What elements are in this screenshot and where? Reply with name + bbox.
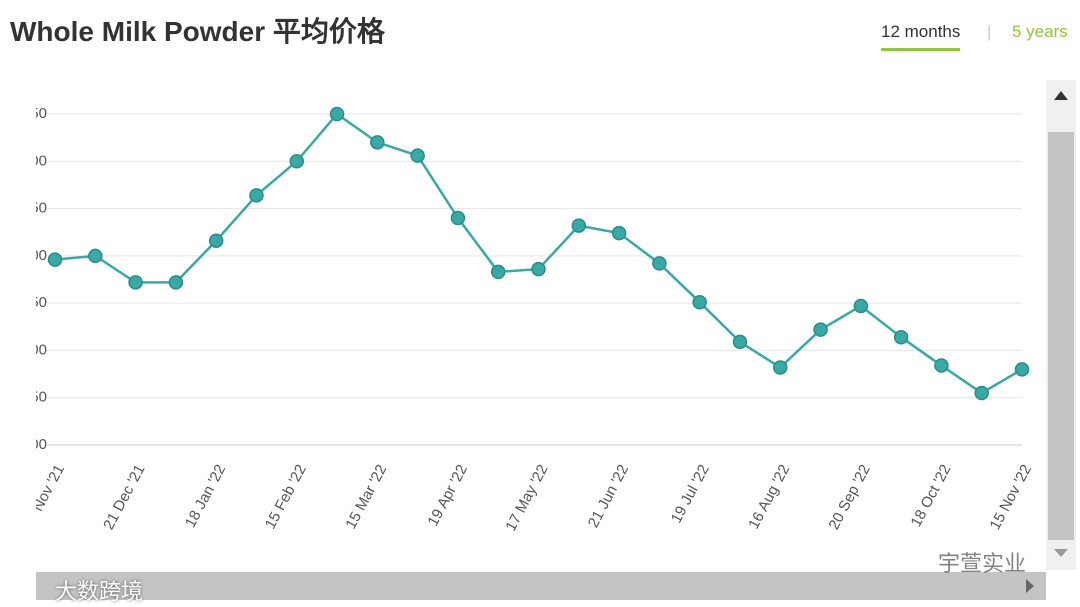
x-tick-label: 19 Apr '22 [424,462,471,529]
point [208,233,224,248]
x-tick-label: 21 Dec '21 [100,462,148,533]
point [289,154,304,169]
line [54,112,1023,395]
point [1014,362,1030,377]
x-tick-label: 15 Feb '22 [262,462,310,532]
point [410,148,425,163]
point [611,225,627,241]
x-tick-label: 19 Jul '22 [668,462,713,526]
tab[interactable]: 5 years [1012,22,1068,41]
x-tick-label: 15 Nov '22 [987,462,1035,533]
point [128,275,143,290]
y-tick-label: 4000 [14,247,47,264]
h-scrollbar[interactable] [36,572,1046,600]
x-tick-label: Nov '21 [29,462,68,514]
y-tick-label: 3750 [14,294,47,311]
scroll-down[interactable] [1054,549,1068,557]
point [370,135,385,150]
y-tick-label: 3250 [14,389,47,406]
separator: | [987,22,992,41]
y-tick-label: 4750 [14,105,47,122]
point [329,106,345,122]
point [853,298,869,314]
x-tick-label: 18 Oct '22 [908,462,955,530]
plot: 3000 3250 3500 3750 4000 4250 4500 4750 Nov '21 2… [14,105,1035,534]
point [531,261,546,277]
x-tick-label: 15 Mar '22 [342,462,390,532]
scroll-right[interactable] [1026,579,1034,593]
watermark: 大数跨境 [55,579,144,604]
y-tick-label: 4250 [14,200,47,217]
watermark: 宇萱实业 [938,551,1027,576]
point [893,329,909,345]
point [692,294,707,310]
y-tick-label: 3500 [14,341,47,358]
y-tick-label: 3000 [14,436,47,453]
x-tick-label: 17 May '22 [502,462,551,534]
point [47,252,63,267]
point [249,188,264,203]
x-tick-label: 18 Jan '22 [182,462,229,531]
x-tick-label: 16 Aug '22 [745,462,793,532]
y-tick-label: 4500 [14,152,47,169]
point [168,275,184,290]
x-tick-label: 21 Jun '22 [585,462,632,531]
point [450,210,466,226]
point [88,248,103,264]
tab[interactable]: 12 months [881,22,961,51]
chart-title: Whole Milk Powder 平均价格 [10,16,385,47]
point [652,256,667,271]
point [571,218,587,233]
point [974,385,989,401]
point [490,264,506,280]
point [773,360,788,375]
point [732,334,748,350]
point [813,322,828,337]
point [934,358,949,373]
v-scroll-thumb[interactable] [1048,132,1074,540]
scroll-up[interactable] [1054,91,1068,100]
x-tick-label: 20 Sep '22 [825,462,873,533]
